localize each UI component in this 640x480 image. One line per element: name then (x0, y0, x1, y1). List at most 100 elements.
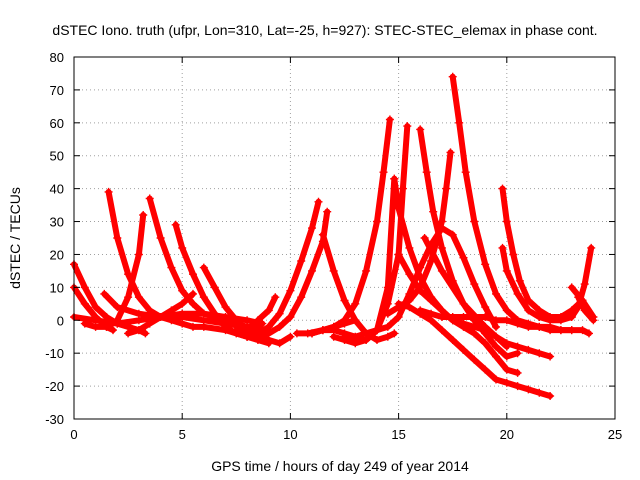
data-point (134, 293, 143, 302)
data-point (455, 118, 464, 127)
data-point (379, 168, 388, 177)
data-point (390, 174, 399, 183)
series-line (304, 116, 393, 337)
data-point (264, 329, 273, 338)
data-point (91, 322, 100, 331)
data-point (297, 257, 306, 265)
data-point (513, 342, 522, 351)
y-tick-label: 70 (50, 83, 64, 98)
data-point (556, 316, 565, 325)
data-point (416, 283, 425, 292)
data-point (362, 266, 371, 275)
data-point (535, 388, 544, 397)
data-point (448, 336, 457, 344)
data-point (253, 316, 262, 325)
data-point (329, 322, 338, 331)
data-point (318, 230, 327, 239)
series-layer (70, 72, 598, 400)
data-point (323, 207, 332, 216)
data-point (362, 336, 371, 344)
y-tick-label: -20 (45, 379, 64, 394)
y-tick-label: -10 (45, 346, 64, 361)
data-point (502, 339, 511, 348)
axis-ticks: 0 5 10 15 20 25 -30 -20 -10 0 10 20 30 40 50 60 70 80 (45, 50, 622, 442)
y-tick-label: 10 (50, 280, 64, 295)
data-point (102, 322, 111, 331)
data-point (390, 329, 399, 338)
data-point (113, 316, 122, 325)
data-point (546, 326, 555, 335)
data-point (264, 306, 273, 315)
data-point (167, 263, 176, 272)
series-arc28 (498, 184, 587, 321)
data-point (189, 299, 197, 308)
data-point (91, 303, 100, 312)
data-point (156, 234, 165, 242)
data-point (189, 270, 197, 279)
data-point (524, 385, 533, 394)
data-point (585, 329, 593, 338)
data-point (405, 296, 414, 305)
data-point (437, 313, 446, 321)
data-point (243, 332, 252, 341)
data-point (171, 220, 180, 229)
data-point (524, 296, 533, 305)
data-point (427, 257, 436, 265)
data-point (373, 217, 381, 226)
series-arc31 (567, 243, 596, 321)
data-point (178, 313, 187, 321)
data-point (383, 299, 392, 308)
data-point (275, 339, 284, 348)
data-point (178, 299, 187, 308)
data-point (459, 253, 468, 262)
series-arc24 (420, 234, 555, 361)
data-point (492, 289, 500, 298)
data-point (80, 299, 89, 308)
data-point (546, 392, 555, 400)
data-point (574, 293, 583, 302)
series-line (499, 185, 586, 320)
data-point (524, 345, 533, 354)
data-point (403, 122, 412, 131)
data-point (286, 332, 295, 341)
data-point (373, 326, 381, 335)
data-point (340, 316, 349, 325)
data-point (80, 283, 89, 292)
data-point (420, 234, 429, 242)
series-arc27 (416, 306, 593, 338)
data-point (124, 270, 133, 279)
data-point (286, 313, 295, 321)
data-point (502, 266, 511, 275)
y-tick-label: 30 (50, 215, 64, 230)
data-point (502, 316, 511, 325)
data-point (589, 316, 598, 325)
data-point (134, 250, 143, 259)
data-point (437, 243, 446, 252)
data-point (314, 197, 323, 206)
data-point (481, 260, 490, 269)
data-point (394, 303, 403, 312)
data-point (461, 168, 470, 177)
data-point (178, 243, 187, 252)
data-point (437, 217, 446, 226)
data-point (556, 326, 565, 335)
data-point (124, 293, 133, 302)
data-point (448, 72, 457, 81)
data-point (199, 263, 208, 272)
data-point (502, 352, 511, 361)
data-point (459, 313, 468, 321)
y-axis-label: dSTEC / TECUs (7, 187, 23, 289)
data-point (351, 336, 360, 344)
x-tick-label: 0 (70, 427, 77, 442)
data-point (513, 382, 522, 391)
data-point (297, 293, 306, 302)
data-point (427, 293, 436, 302)
y-tick-label: 20 (50, 247, 64, 262)
data-point (405, 270, 414, 279)
data-point (567, 313, 576, 321)
data-point (167, 306, 176, 315)
data-point (308, 266, 316, 275)
x-tick-label: 25 (608, 427, 622, 442)
data-point (502, 365, 511, 374)
